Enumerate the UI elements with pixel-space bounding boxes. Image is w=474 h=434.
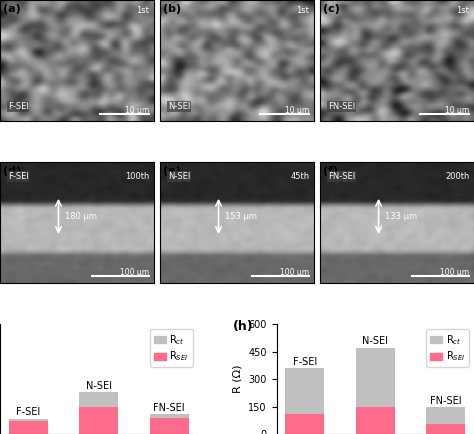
Text: (b): (b): [163, 3, 181, 13]
Text: 153 μm: 153 μm: [225, 212, 257, 221]
Text: (h): (h): [233, 319, 254, 332]
Text: 1st: 1st: [137, 6, 149, 15]
Text: 1st: 1st: [456, 6, 469, 15]
Bar: [356, 348, 395, 407]
Text: 100 μm: 100 μm: [440, 268, 469, 277]
Bar: [285, 368, 324, 414]
Bar: [9, 421, 48, 434]
Bar: [150, 414, 189, 418]
Text: F-SEI: F-SEI: [293, 357, 317, 367]
Text: N-SEI: N-SEI: [362, 336, 388, 346]
Bar: [150, 418, 189, 434]
Bar: [9, 419, 48, 421]
Text: 133 μm: 133 μm: [385, 212, 417, 221]
Text: (d): (d): [3, 166, 21, 176]
Text: F-SEI: F-SEI: [16, 407, 40, 417]
Text: N-SEI: N-SEI: [168, 172, 190, 181]
Text: F-SEI: F-SEI: [8, 102, 28, 111]
Text: N-SEI: N-SEI: [168, 102, 190, 111]
Text: FN-SEI: FN-SEI: [154, 403, 185, 413]
Bar: [79, 392, 118, 407]
Bar: [285, 414, 324, 434]
Y-axis label: R (Ω): R (Ω): [233, 365, 243, 393]
Text: FN-SEI: FN-SEI: [328, 172, 355, 181]
Text: (e): (e): [163, 166, 181, 176]
Bar: [426, 424, 465, 434]
Text: 1st: 1st: [296, 6, 310, 15]
Text: (f): (f): [323, 166, 338, 176]
Text: FN-SEI: FN-SEI: [328, 102, 355, 111]
Text: 100 μm: 100 μm: [280, 268, 310, 277]
Text: 10 μm: 10 μm: [445, 106, 469, 115]
Legend: R$_{ct}$, R$_{SEI}$: R$_{ct}$, R$_{SEI}$: [150, 329, 192, 367]
Text: N-SEI: N-SEI: [86, 381, 112, 391]
Text: 45th: 45th: [290, 172, 310, 181]
Text: 10 μm: 10 μm: [285, 106, 310, 115]
Bar: [79, 407, 118, 434]
Bar: [426, 408, 465, 424]
Text: 100th: 100th: [125, 172, 149, 181]
Text: (c): (c): [323, 3, 340, 13]
Legend: R$_{ct}$, R$_{SEI}$: R$_{ct}$, R$_{SEI}$: [427, 329, 469, 367]
Text: F-SEI: F-SEI: [8, 172, 28, 181]
Text: 10 μm: 10 μm: [125, 106, 149, 115]
Text: (a): (a): [3, 3, 21, 13]
Text: FN-SEI: FN-SEI: [430, 396, 462, 406]
Text: 200th: 200th: [445, 172, 469, 181]
Bar: [356, 407, 395, 434]
Text: 180 μm: 180 μm: [64, 212, 97, 221]
Text: 100 μm: 100 μm: [120, 268, 149, 277]
